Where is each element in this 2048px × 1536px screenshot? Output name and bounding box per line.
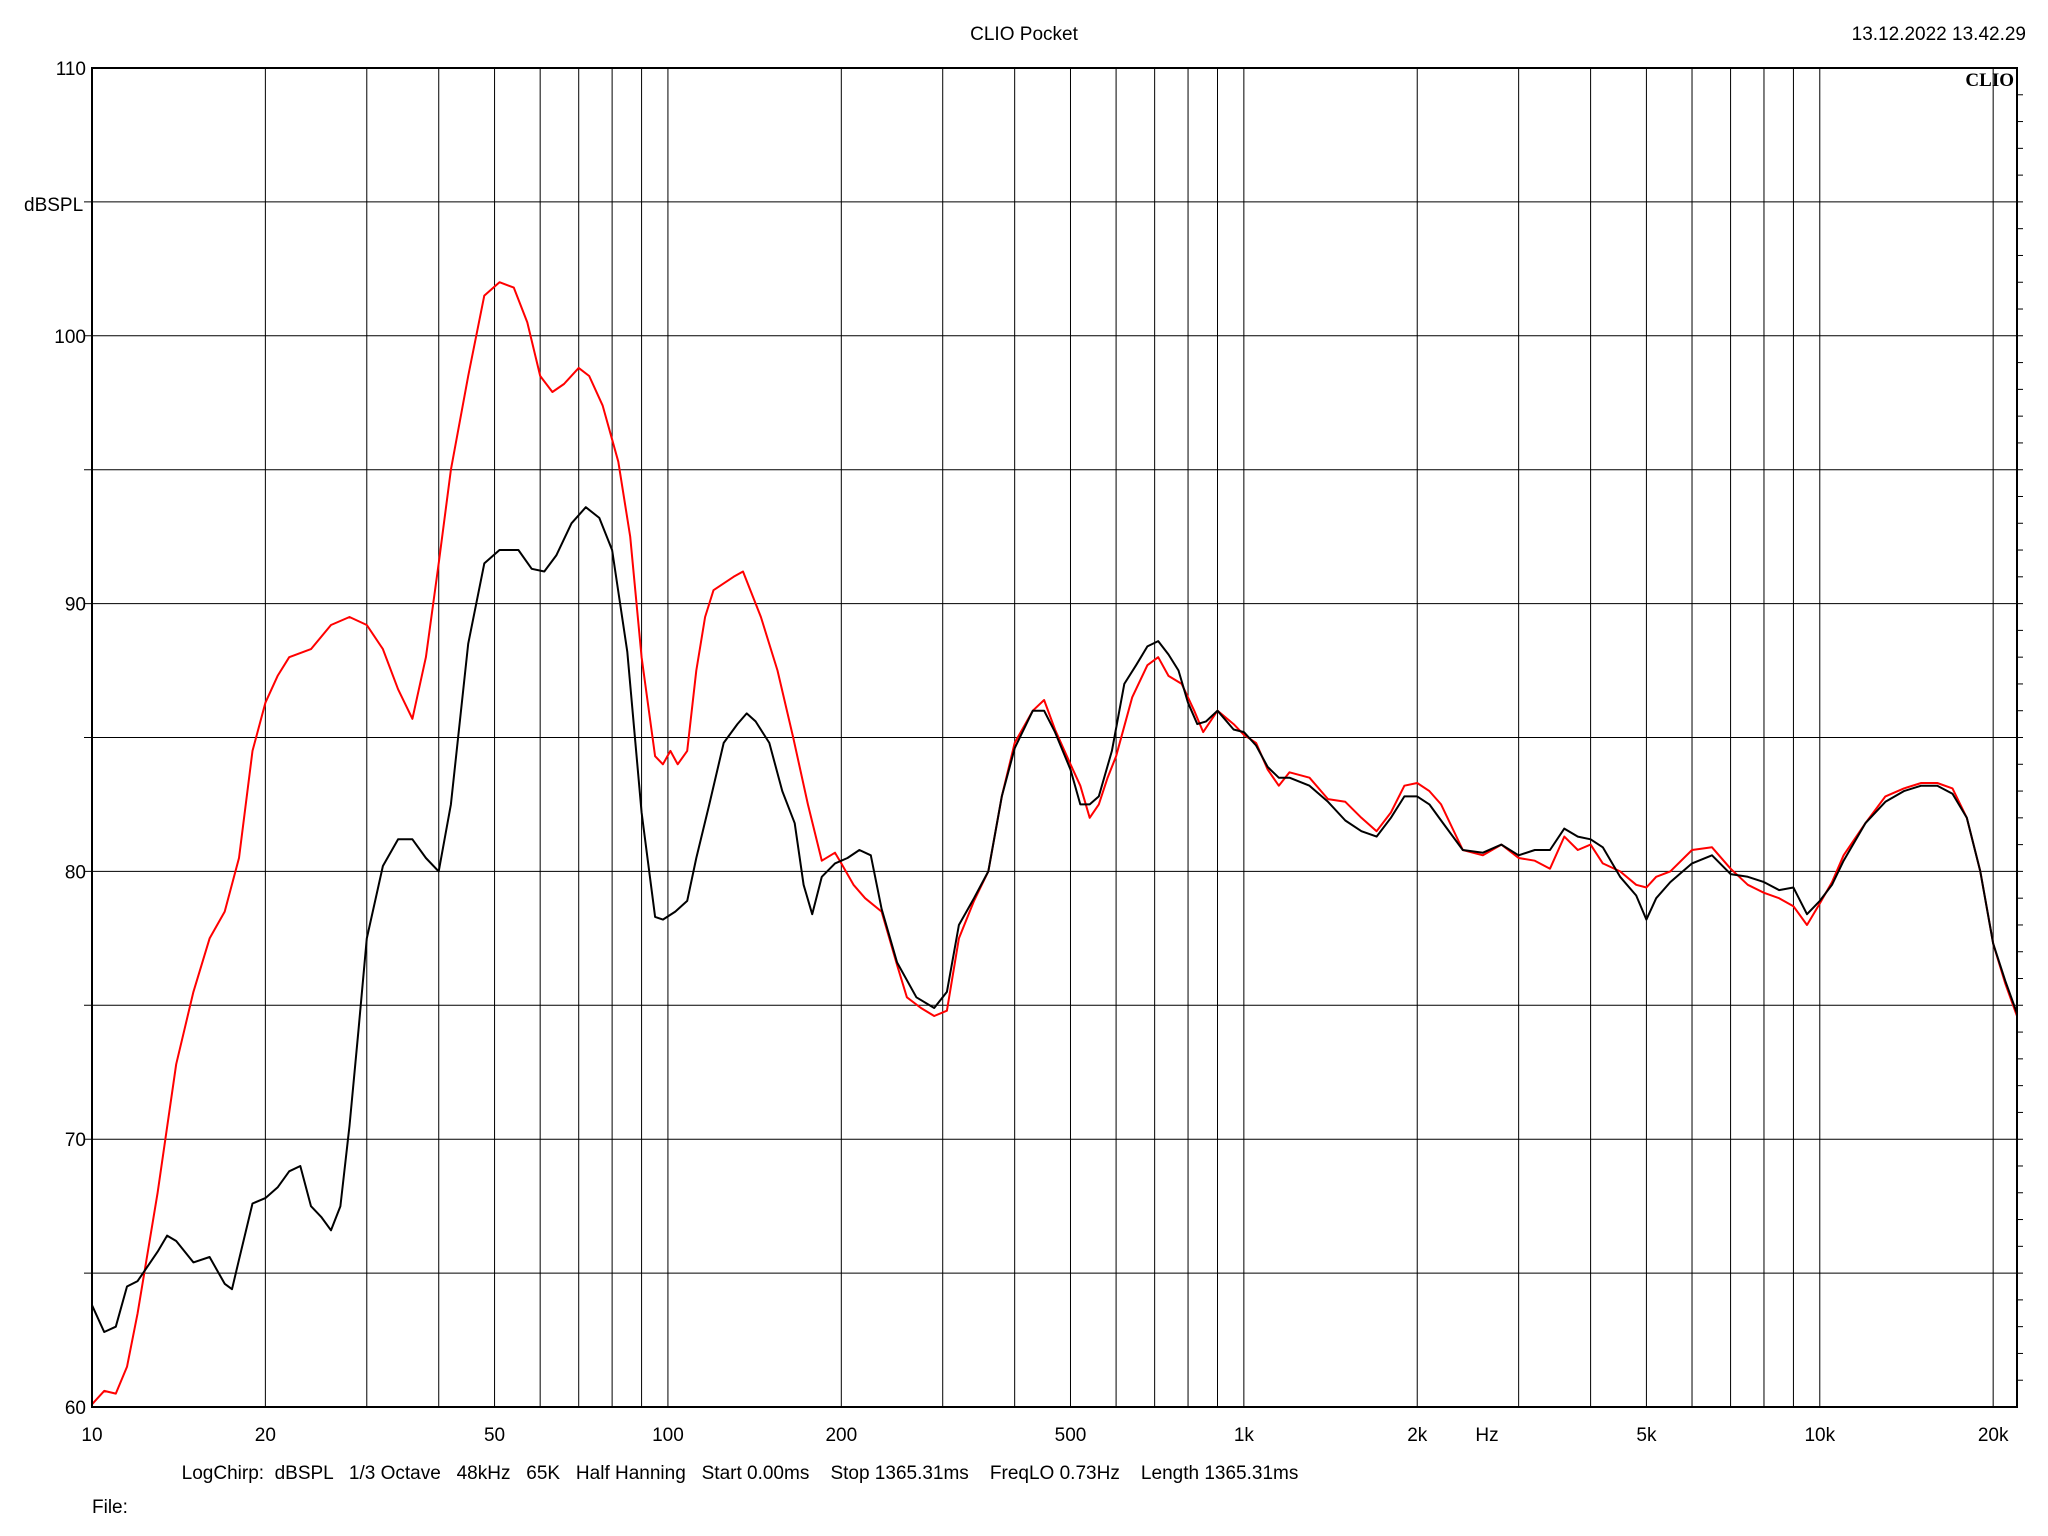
y-tick-label: 110 <box>56 59 86 80</box>
x-tick-label: 50 <box>484 1425 505 1446</box>
x-tick-label: 5k <box>1636 1425 1657 1446</box>
measurement-settings: LogChirp: dBSPL 1/3 Octave 48kHz 65K Hal… <box>181 1463 1299 1484</box>
x-tick-label: 20k <box>1978 1425 2009 1446</box>
clio-logo: CLIO <box>1965 70 2014 91</box>
series-lines <box>91 281 2018 1405</box>
tick-labels: 10 20 50 100 200 500 1k 2k 5k 10k 20k 60 70 80 90 100 11… <box>54 59 2009 1446</box>
x-tick-label: 500 <box>1055 1425 1087 1446</box>
y-tick-label: 70 <box>65 1130 86 1151</box>
x-tick-label: 20 <box>255 1425 276 1446</box>
timestamp: 13.12.2022 13.42.29 <box>1851 24 2026 45</box>
series-line-red <box>91 281 2018 1405</box>
y-tick-label: 60 <box>65 1398 86 1419</box>
x-axis-label: Hz <box>1475 1425 1498 1446</box>
y-axis-label: dBSPL <box>24 195 83 216</box>
series-line-black <box>91 506 2018 1333</box>
grid-lines <box>84 68 2023 1407</box>
x-tick-label: 1k <box>1234 1425 1255 1446</box>
chart-title: CLIO Pocket <box>970 24 1078 45</box>
y-tick-label: 90 <box>65 595 86 616</box>
plot-frame <box>91 67 2018 1408</box>
x-tick-label: 2k <box>1407 1425 1428 1446</box>
x-tick-label: 10k <box>1804 1425 1835 1446</box>
y-tick-label: 100 <box>54 327 86 348</box>
y-tick-label: 80 <box>65 862 86 883</box>
file-label: File: <box>92 1497 128 1518</box>
x-tick-label: 100 <box>652 1425 684 1446</box>
x-tick-label: 200 <box>825 1425 857 1446</box>
x-tick-label: 10 <box>81 1425 102 1446</box>
